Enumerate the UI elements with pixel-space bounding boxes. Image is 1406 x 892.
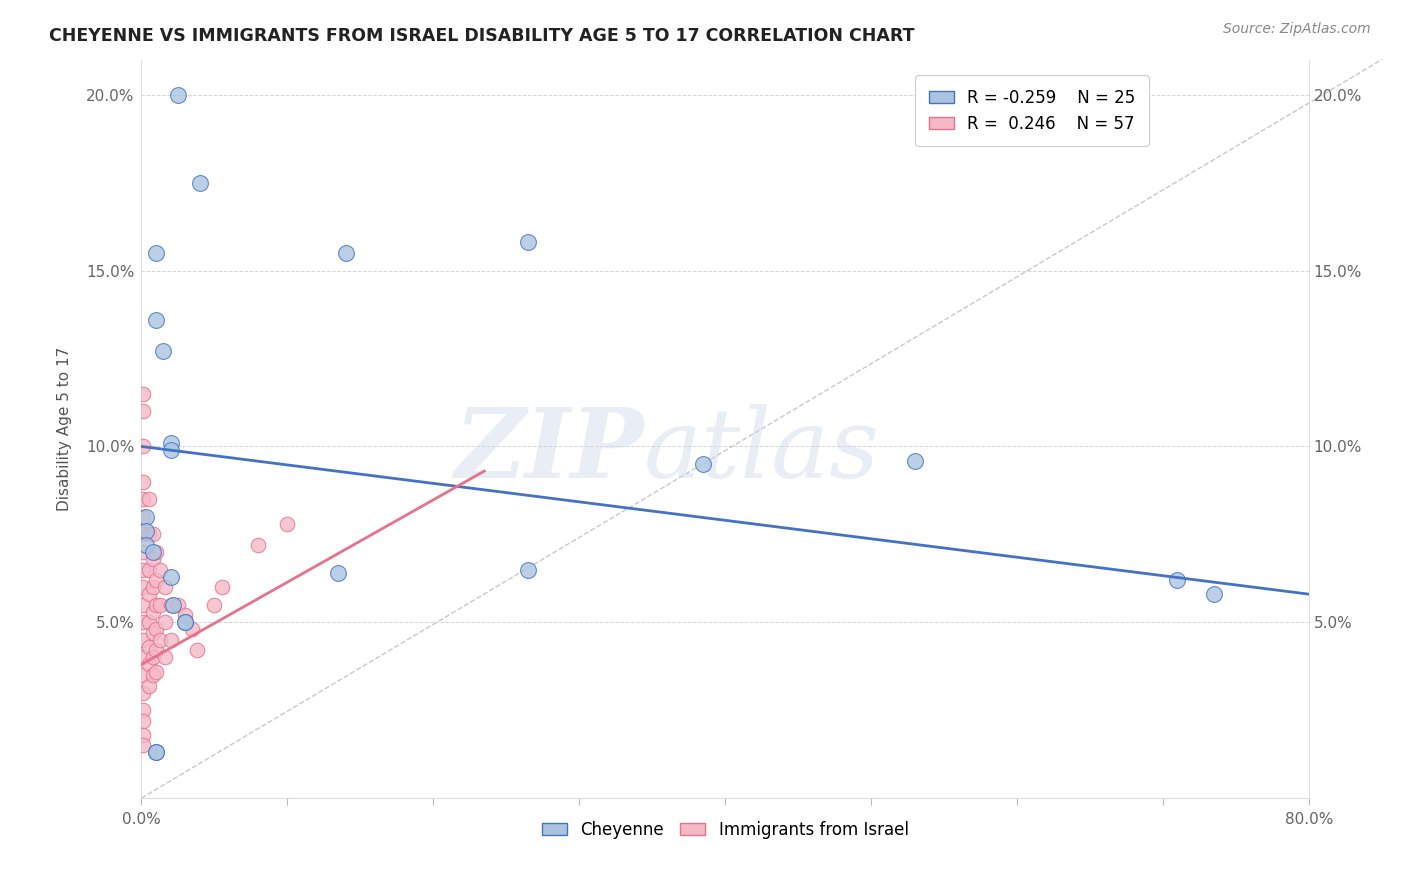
Point [174,608,197,623]
Point [159,442,181,457]
Y-axis label: Disability Age 5 to 17: Disability Age 5 to 17 [58,347,72,511]
Point [132,404,155,418]
Point [132,509,155,524]
Point [186,643,208,657]
Point [132,685,155,699]
Point [142,650,165,665]
Point [692,457,714,471]
Point [167,598,190,612]
Point [132,545,155,559]
Point [145,313,167,327]
Point [174,615,197,630]
Point [167,87,190,102]
Point [142,668,165,682]
Point [152,344,174,359]
Point [153,580,176,594]
Point [142,580,165,594]
Point [1166,573,1188,587]
Point [247,538,270,552]
Point [149,563,172,577]
Point [211,580,233,594]
Point [132,527,155,541]
Point [145,746,167,760]
Text: ZIP: ZIP [454,404,644,498]
Point [145,643,167,657]
Point [145,545,167,559]
Point [145,598,167,612]
Point [132,615,155,630]
Point [132,598,155,612]
Point [142,625,165,640]
Text: CHEYENNE VS IMMIGRANTS FROM ISRAEL DISABILITY AGE 5 TO 17 CORRELATION CHART: CHEYENNE VS IMMIGRANTS FROM ISRAEL DISAB… [49,27,915,45]
Point [132,440,155,454]
Point [132,739,155,753]
Point [145,573,167,587]
Point [153,615,176,630]
Point [138,587,160,601]
Point [132,714,155,728]
Point [132,580,155,594]
Point [335,246,357,260]
Point [149,632,172,647]
Point [181,623,204,637]
Point [138,527,160,541]
Point [159,436,181,450]
Point [159,569,181,583]
Point [276,516,298,531]
Point [142,527,165,541]
Point [138,563,160,577]
Point [135,509,157,524]
Point [132,703,155,717]
Legend: Cheyenne, Immigrants from Israel: Cheyenne, Immigrants from Israel [534,814,915,846]
Point [138,657,160,672]
Point [132,492,155,507]
Point [132,563,155,577]
Point [135,524,157,538]
Point [132,650,155,665]
Point [328,566,350,580]
Point [138,679,160,693]
Point [145,246,167,260]
Point [149,598,172,612]
Point [138,492,160,507]
Point [162,598,184,612]
Point [142,545,165,559]
Point [153,650,176,665]
Point [132,632,155,647]
Text: Source: ZipAtlas.com: Source: ZipAtlas.com [1223,22,1371,37]
Point [517,235,540,250]
Point [135,538,157,552]
Point [159,598,181,612]
Point [142,605,165,619]
Point [1202,587,1225,601]
Point [132,475,155,489]
Point [517,563,540,577]
Point [132,386,155,401]
Point [132,668,155,682]
Point [145,746,167,760]
Point [142,552,165,566]
Point [188,176,211,190]
Point [145,665,167,679]
Text: atlas: atlas [644,404,880,498]
Point [202,598,225,612]
Point [138,640,160,654]
Point [174,615,197,630]
Point [904,453,927,467]
Point [145,623,167,637]
Point [138,615,160,630]
Point [159,632,181,647]
Point [132,728,155,742]
